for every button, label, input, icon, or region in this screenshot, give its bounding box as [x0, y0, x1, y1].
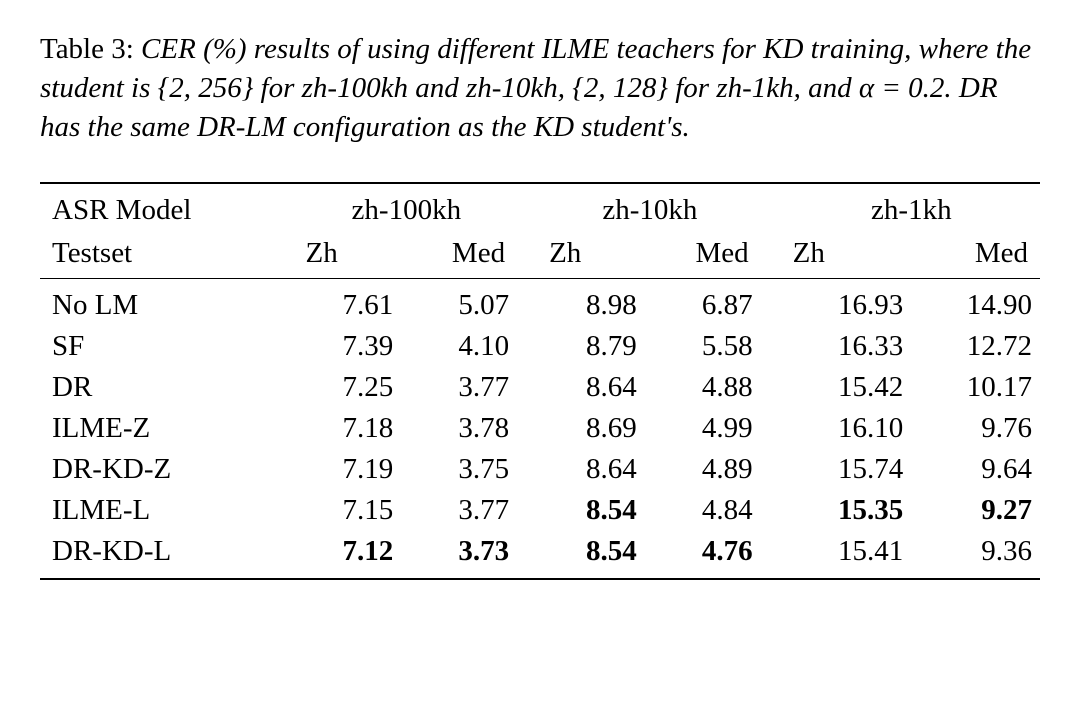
- cell: 7.39: [296, 326, 402, 367]
- spacer: [517, 232, 539, 279]
- cell: 8.98: [539, 279, 645, 327]
- cell: 7.12: [296, 531, 402, 579]
- cell: 4.99: [645, 408, 761, 449]
- header-asr-model: ASR Model: [40, 183, 296, 232]
- cell: 4.89: [645, 449, 761, 490]
- spacer: [517, 367, 539, 408]
- spacer: [761, 232, 783, 279]
- cell: 5.58: [645, 326, 761, 367]
- row-label: DR-KD-Z: [40, 449, 296, 490]
- cell: 4.10: [401, 326, 517, 367]
- spacer: [761, 531, 783, 579]
- cell: 9.27: [911, 490, 1040, 531]
- header-sub-zh: Zh: [539, 232, 645, 279]
- row-label: DR-KD-L: [40, 531, 296, 579]
- table-row: DR7.253.77 8.644.88 15.4210.17: [40, 367, 1040, 408]
- table-row: No LM7.615.07 8.986.87 16.9314.90: [40, 279, 1040, 327]
- spacer: [517, 490, 539, 531]
- cell: 15.35: [783, 490, 912, 531]
- spacer: [517, 531, 539, 579]
- cell: 10.17: [911, 367, 1040, 408]
- cell: 15.74: [783, 449, 912, 490]
- results-table: ASR Model zh-100kh zh-10kh zh-1kh Testse…: [40, 182, 1040, 580]
- spacer: [761, 183, 783, 232]
- cell: 15.41: [783, 531, 912, 579]
- cell: 7.25: [296, 367, 402, 408]
- row-label: No LM: [40, 279, 296, 327]
- header-testset: Testset: [40, 232, 296, 279]
- spacer: [761, 326, 783, 367]
- header-group-1: zh-10kh: [539, 183, 761, 232]
- table-row: DR-KD-Z7.193.75 8.644.89 15.749.64: [40, 449, 1040, 490]
- table-body: No LM7.615.078.986.8716.9314.90SF7.394.1…: [40, 279, 1040, 580]
- cell: 3.77: [401, 490, 517, 531]
- header-sub-med: Med: [911, 232, 1040, 279]
- cell: 8.64: [539, 367, 645, 408]
- cell: 8.54: [539, 531, 645, 579]
- cell: 8.54: [539, 490, 645, 531]
- row-label: DR: [40, 367, 296, 408]
- table-row: SF7.394.10 8.795.58 16.3312.72: [40, 326, 1040, 367]
- cell: 9.64: [911, 449, 1040, 490]
- cell: 7.18: [296, 408, 402, 449]
- cell: 9.36: [911, 531, 1040, 579]
- spacer: [517, 326, 539, 367]
- header-sub-zh: Zh: [296, 232, 402, 279]
- header-sub-zh: Zh: [783, 232, 912, 279]
- cell: 3.73: [401, 531, 517, 579]
- header-sub-med: Med: [645, 232, 761, 279]
- table-row: DR-KD-L7.123.73 8.544.76 15.419.36: [40, 531, 1040, 579]
- cell: 9.76: [911, 408, 1040, 449]
- cell: 16.10: [783, 408, 912, 449]
- cell: 3.77: [401, 367, 517, 408]
- row-label: ILME-Z: [40, 408, 296, 449]
- spacer: [761, 279, 783, 327]
- table-caption: Table 3: CER (%) results of using differ…: [40, 30, 1040, 147]
- cell: 16.93: [783, 279, 912, 327]
- cell: 7.61: [296, 279, 402, 327]
- spacer: [761, 408, 783, 449]
- caption-label: Table 3:: [40, 33, 134, 65]
- spacer: [761, 367, 783, 408]
- cell: 8.79: [539, 326, 645, 367]
- header-group-2: zh-1kh: [783, 183, 1040, 232]
- cell: 3.78: [401, 408, 517, 449]
- cell: 7.19: [296, 449, 402, 490]
- cell: 16.33: [783, 326, 912, 367]
- spacer: [517, 408, 539, 449]
- cell: 14.90: [911, 279, 1040, 327]
- spacer: [517, 183, 539, 232]
- table-row: ILME-Z7.183.78 8.694.99 16.109.76: [40, 408, 1040, 449]
- cell: 15.42: [783, 367, 912, 408]
- table-row: ILME-L7.153.77 8.544.84 15.359.27: [40, 490, 1040, 531]
- cell: 3.75: [401, 449, 517, 490]
- header-sub-med: Med: [401, 232, 517, 279]
- spacer: [517, 279, 539, 327]
- cell: 8.64: [539, 449, 645, 490]
- cell: 12.72: [911, 326, 1040, 367]
- cell: 4.84: [645, 490, 761, 531]
- row-label: ILME-L: [40, 490, 296, 531]
- header-group-0: zh-100kh: [296, 183, 518, 232]
- row-label: SF: [40, 326, 296, 367]
- cell: 4.76: [645, 531, 761, 579]
- spacer: [517, 449, 539, 490]
- caption-text: CER (%) results of using different ILME …: [40, 33, 1031, 143]
- cell: 4.88: [645, 367, 761, 408]
- cell: 6.87: [645, 279, 761, 327]
- spacer: [761, 490, 783, 531]
- cell: 8.69: [539, 408, 645, 449]
- cell: 5.07: [401, 279, 517, 327]
- spacer: [761, 449, 783, 490]
- cell: 7.15: [296, 490, 402, 531]
